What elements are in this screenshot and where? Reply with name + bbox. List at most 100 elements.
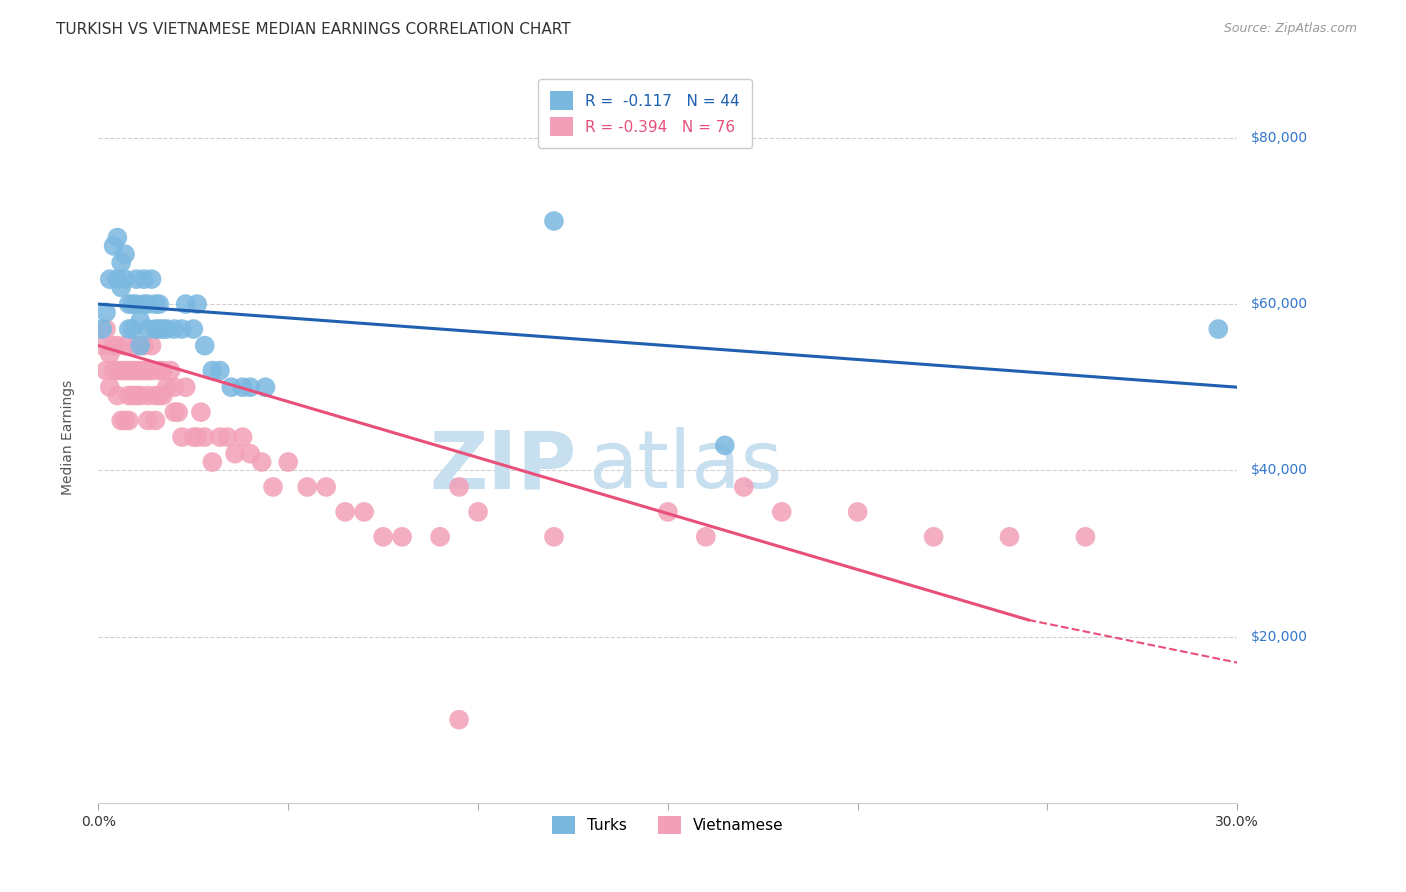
Point <box>221 380 243 394</box>
Point <box>277 455 299 469</box>
Point <box>91 322 114 336</box>
Point <box>770 505 793 519</box>
Point <box>114 247 136 261</box>
Point <box>1208 322 1230 336</box>
Point <box>103 239 125 253</box>
Point <box>315 480 337 494</box>
Point <box>217 430 239 444</box>
Point <box>107 388 129 402</box>
Text: atlas: atlas <box>588 427 783 506</box>
Point <box>156 322 179 336</box>
Point <box>107 272 129 286</box>
Point <box>695 530 717 544</box>
Point <box>250 455 273 469</box>
Point <box>125 388 148 402</box>
Point <box>114 272 136 286</box>
Point <box>353 505 375 519</box>
Point <box>98 347 121 361</box>
Point <box>148 322 170 336</box>
Point <box>118 297 141 311</box>
Point <box>98 380 121 394</box>
Point <box>148 297 170 311</box>
Point <box>125 363 148 377</box>
Point <box>186 297 208 311</box>
Point <box>129 363 152 377</box>
Point <box>163 405 186 419</box>
Text: $60,000: $60,000 <box>1251 297 1309 311</box>
Point <box>733 480 755 494</box>
Legend: Turks, Vietnamese: Turks, Vietnamese <box>540 804 796 847</box>
Point <box>118 388 141 402</box>
Point <box>145 413 167 427</box>
Point <box>121 297 143 311</box>
Point <box>94 305 117 319</box>
Point <box>110 280 132 294</box>
Point <box>132 363 155 377</box>
Point <box>232 430 254 444</box>
Point <box>114 363 136 377</box>
Point <box>141 338 163 352</box>
Point <box>136 413 159 427</box>
Point <box>145 388 167 402</box>
Point <box>148 363 170 377</box>
Point <box>110 255 132 269</box>
Point <box>110 363 132 377</box>
Point <box>132 297 155 311</box>
Point <box>136 363 159 377</box>
Point <box>163 380 186 394</box>
Point <box>129 314 152 328</box>
Point <box>121 322 143 336</box>
Point <box>114 413 136 427</box>
Point <box>152 363 174 377</box>
Point <box>163 322 186 336</box>
Point <box>98 272 121 286</box>
Point <box>429 530 451 544</box>
Point <box>170 322 193 336</box>
Point <box>846 505 869 519</box>
Point <box>543 530 565 544</box>
Point <box>94 363 117 377</box>
Point <box>262 480 284 494</box>
Point <box>167 405 190 419</box>
Point <box>239 380 262 394</box>
Point <box>194 430 217 444</box>
Point <box>125 297 148 311</box>
Point <box>174 297 197 311</box>
Point <box>145 297 167 311</box>
Point <box>183 430 205 444</box>
Point <box>152 322 174 336</box>
Point <box>110 413 132 427</box>
Point <box>118 413 141 427</box>
Point <box>129 388 152 402</box>
Point <box>156 380 179 394</box>
Point <box>94 322 117 336</box>
Point <box>141 272 163 286</box>
Point <box>91 338 114 352</box>
Point <box>121 363 143 377</box>
Point <box>371 530 394 544</box>
Point <box>118 363 141 377</box>
Point <box>254 380 277 394</box>
Point <box>132 272 155 286</box>
Point <box>297 480 319 494</box>
Point <box>136 388 159 402</box>
Point <box>1074 530 1097 544</box>
Point <box>232 380 254 394</box>
Point <box>118 322 141 336</box>
Point <box>186 430 208 444</box>
Point <box>107 230 129 244</box>
Text: Source: ZipAtlas.com: Source: ZipAtlas.com <box>1223 22 1357 36</box>
Point <box>136 322 159 336</box>
Point <box>449 480 471 494</box>
Point <box>224 447 246 461</box>
Point <box>103 338 125 352</box>
Point <box>107 338 129 352</box>
Text: $20,000: $20,000 <box>1251 630 1308 643</box>
Point <box>449 713 471 727</box>
Point <box>208 363 231 377</box>
Point <box>114 338 136 352</box>
Point <box>657 505 679 519</box>
Point <box>152 388 174 402</box>
Point <box>922 530 945 544</box>
Point <box>121 388 143 402</box>
